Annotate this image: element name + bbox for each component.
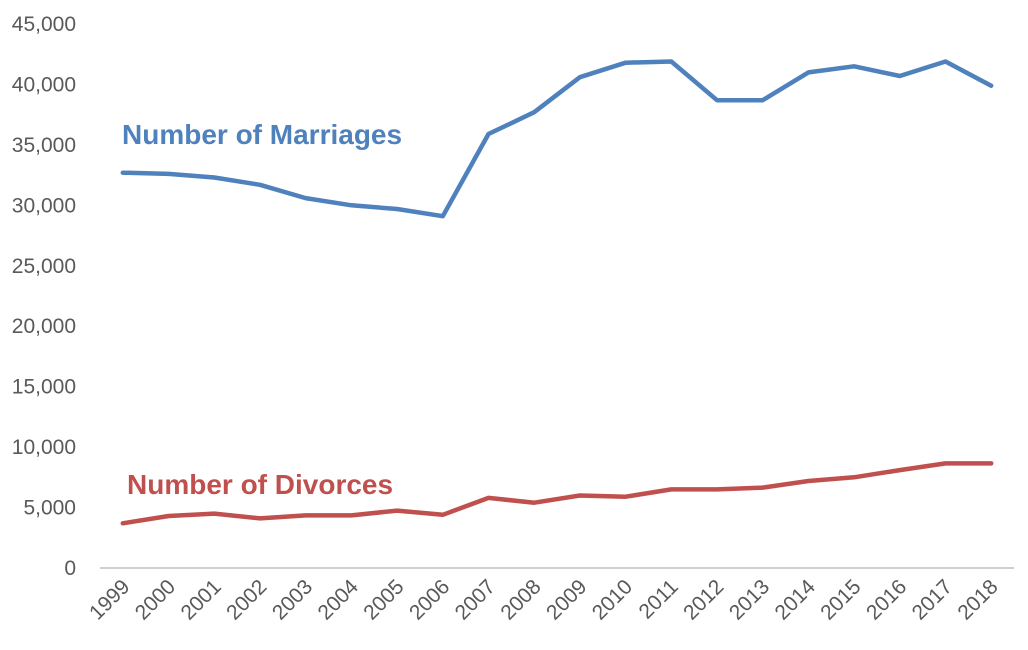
y-tick-label: 0 bbox=[64, 557, 76, 580]
y-tick-label: 20,000 bbox=[12, 315, 76, 338]
x-tick-label: 2005 bbox=[359, 575, 408, 624]
series-lines bbox=[120, 59, 994, 526]
y-tick-label: 15,000 bbox=[12, 376, 76, 399]
x-tick-label: 1999 bbox=[85, 575, 134, 624]
y-tick-label: 10,000 bbox=[12, 436, 76, 459]
y-tick-label: 40,000 bbox=[12, 73, 76, 96]
x-tick-label: 2006 bbox=[405, 575, 454, 624]
y-tick-label: 45,000 bbox=[12, 13, 76, 36]
x-tick-label: 2016 bbox=[862, 575, 911, 624]
y-tick-label: 30,000 bbox=[12, 194, 76, 217]
y-axis-tick-labels: 0 5,000 10,000 15,000 20,000 25,000 30,000 35,0… bbox=[12, 13, 76, 580]
y-tick-label: 5,000 bbox=[23, 497, 76, 520]
series-line-divorces bbox=[120, 461, 994, 526]
x-tick-label: 2001 bbox=[176, 575, 225, 624]
y-tick-label: 25,000 bbox=[12, 255, 76, 278]
x-tick-label: 2018 bbox=[953, 575, 1002, 624]
x-tick-label: 2011 bbox=[635, 575, 683, 623]
x-tick-label: 2017 bbox=[908, 575, 957, 624]
x-tick-label: 2008 bbox=[496, 575, 545, 624]
series-label-marriages: Number of Marriages bbox=[122, 119, 402, 150]
x-tick-label: 2014 bbox=[771, 575, 821, 625]
x-tick-label: 2000 bbox=[131, 575, 180, 624]
x-tick-label: 2012 bbox=[679, 575, 728, 624]
x-axis-tick-labels: 1999200020012002200320042005200620072008… bbox=[85, 575, 1003, 625]
x-tick-label: 2010 bbox=[588, 575, 637, 624]
series-label-divorces: Number of Divorces bbox=[127, 469, 393, 500]
x-tick-label: 2003 bbox=[268, 575, 317, 624]
x-tick-label: 2013 bbox=[725, 575, 774, 624]
y-tick-label: 35,000 bbox=[12, 134, 76, 157]
x-tick-label: 2015 bbox=[816, 575, 865, 624]
x-tick-label: 2007 bbox=[451, 575, 500, 624]
x-tick-label: 2004 bbox=[314, 575, 364, 625]
series-line-marriages bbox=[120, 59, 994, 219]
x-tick-label: 2009 bbox=[542, 575, 591, 624]
x-tick-label: 2002 bbox=[222, 575, 271, 624]
